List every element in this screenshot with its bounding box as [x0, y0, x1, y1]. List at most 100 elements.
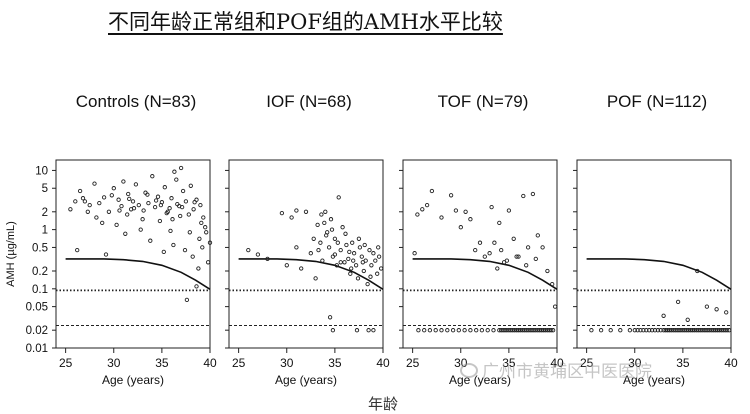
data-point: [180, 188, 186, 194]
data-point: [190, 254, 195, 259]
data-point: [502, 328, 508, 333]
data-point: [205, 260, 211, 265]
data-point: [145, 192, 150, 197]
data-point: [439, 215, 444, 220]
data-point: [359, 254, 364, 259]
data-point: [320, 258, 325, 263]
data-point: [516, 254, 521, 259]
data-point: [541, 328, 546, 333]
data-point: [103, 252, 109, 257]
data-point: [344, 242, 349, 248]
data-point: [658, 328, 663, 333]
data-point: [678, 328, 684, 333]
data-point: [589, 328, 594, 333]
data-point: [73, 199, 78, 204]
panel-1: IOF (N=68) 25 30 35 40 Age (years): [225, 92, 390, 387]
data-point: [424, 202, 430, 208]
data-point: [474, 328, 479, 333]
panel-title: POF (N=112): [607, 92, 707, 111]
y-tick-label: 0.05: [26, 302, 48, 314]
data-point: [649, 328, 655, 333]
data-point: [511, 236, 516, 241]
data-point: [246, 247, 251, 253]
data-point: [376, 245, 381, 250]
data-point: [684, 328, 689, 333]
data-point: [416, 328, 421, 333]
data-point: [524, 328, 529, 333]
data-point: [289, 215, 294, 220]
data-point: [667, 328, 672, 333]
data-point: [188, 183, 193, 188]
data-point: [530, 191, 536, 197]
page-title: 不同年龄正常组和POF组的AMH水平比较: [108, 10, 503, 34]
data-point: [724, 328, 730, 333]
data-point: [726, 328, 732, 333]
data-point: [479, 328, 485, 333]
data-point: [598, 328, 604, 333]
data-point: [100, 220, 105, 226]
data-point: [169, 196, 174, 201]
data-point: [427, 328, 433, 333]
reference-curve: [238, 258, 384, 290]
data-point: [524, 263, 529, 268]
x-tick-label: 30: [628, 356, 642, 370]
data-point: [116, 197, 121, 202]
x-tick-label: 40: [203, 356, 217, 370]
data-point: [550, 328, 556, 333]
data-point: [152, 204, 158, 210]
data-point: [504, 328, 510, 333]
x-tick-label: 35: [328, 356, 342, 370]
data-point: [171, 242, 176, 248]
data-point: [311, 236, 316, 241]
data-point: [199, 220, 204, 226]
data-point: [415, 212, 420, 217]
data-point: [462, 328, 467, 333]
data-point: [366, 328, 371, 333]
data-point: [316, 247, 321, 253]
data-point: [347, 249, 352, 255]
data-point: [357, 245, 363, 250]
data-point: [497, 220, 502, 226]
data-point: [525, 245, 531, 250]
y-tick-label: 10: [35, 165, 48, 177]
data-point: [717, 328, 722, 333]
data-point: [183, 199, 189, 204]
data-point: [473, 247, 478, 253]
data-point: [201, 215, 206, 220]
data-point: [638, 328, 643, 333]
data-point: [463, 209, 468, 214]
data-point: [504, 258, 510, 263]
data-point: [445, 328, 450, 333]
data-point: [101, 195, 107, 200]
data-point: [323, 209, 328, 214]
reference-curve: [412, 258, 558, 290]
data-point: [485, 328, 490, 333]
data-point: [313, 276, 318, 281]
data-point: [94, 215, 99, 220]
data-point: [439, 328, 444, 333]
y-tick-label: 1: [42, 225, 48, 237]
data-point: [632, 328, 637, 333]
data-point: [422, 328, 427, 333]
data-point: [361, 268, 366, 274]
data-point: [378, 266, 384, 271]
data-point: [506, 208, 512, 213]
data-point: [690, 328, 695, 333]
data-point: [162, 185, 167, 190]
data-point: [367, 247, 372, 253]
data-point: [647, 328, 652, 333]
data-point: [157, 218, 163, 224]
data-point: [531, 328, 537, 333]
data-point: [85, 209, 90, 214]
data-point: [315, 222, 320, 228]
data-point: [334, 263, 339, 268]
data-point: [652, 328, 658, 333]
y-tick-label: 0.01: [26, 343, 48, 355]
data-point: [535, 233, 540, 238]
y-tick-label: 0.5: [32, 242, 48, 254]
x-tick-label: 40: [376, 356, 390, 370]
data-point: [351, 251, 357, 256]
data-point: [196, 266, 201, 271]
data-point: [328, 217, 334, 222]
wechat-icon: [460, 363, 478, 378]
